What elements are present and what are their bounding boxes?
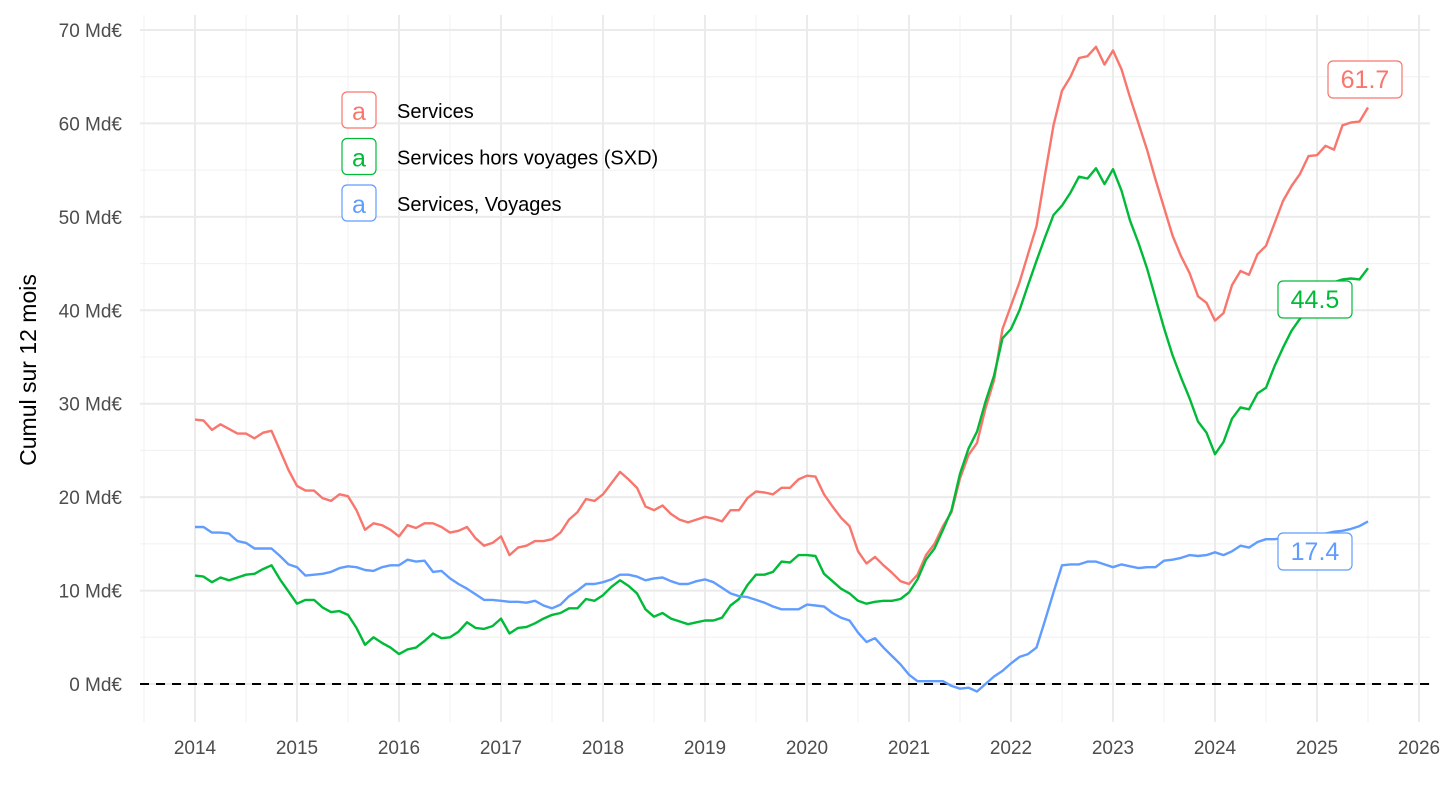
x-axis-ticks: 2014 2015 2016 2017 2018 2019 2020 2021 2022 2023… [174,738,1440,759]
end-label: 61.7 [1341,66,1390,94]
x-tick-label: 2016 [378,738,420,759]
x-tick-label: 2020 [786,738,828,759]
x-tick-label: 2015 [276,738,318,759]
x-tick-label: 2014 [174,738,217,759]
series-line-0 [194,45,1370,586]
end-labels: 61.7 44.5 17.4 [1277,60,1403,571]
series-lines [194,45,1370,693]
x-tick-label: 2026 [1398,738,1440,759]
legend-label: Services, Voyages [397,194,562,216]
end-label-box [1277,532,1353,571]
legend-key-glyph: a [352,145,366,173]
legend-key-glyph: a [352,191,366,219]
y-tick-label: 40 Md€ [59,301,123,322]
series-line-1 [194,167,1369,656]
legend-key-box [341,184,377,222]
x-tick-label: 2025 [1296,738,1338,759]
y-tick-label: 20 Md€ [59,488,123,509]
legend: a Services a Services hors voyages (SXD) a Se… [341,91,658,222]
y-tick-label: 50 Md€ [59,208,123,229]
legend-key-box [341,137,377,176]
x-tick-label: 2024 [1194,738,1237,759]
legend-key-glyph: a [352,98,366,126]
series-line-2 [195,520,1369,693]
legend-label: Services hors voyages (SXD) [397,148,658,170]
x-tick-label: 2021 [888,738,930,759]
x-tick-label: 2019 [684,738,726,759]
grid-lines [140,15,1430,722]
x-tick-label: 2023 [1092,738,1134,759]
legend-label: Services [397,101,474,123]
y-axis-ticks: 0 Md€ 10 Md€ 20 Md€ 30 Md€ 40 Md€ 50 Md€ 60 Md… [59,21,123,696]
y-tick-label: 0 Md€ [69,675,122,696]
x-tick-label: 2017 [480,738,522,759]
y-tick-label: 60 Md€ [59,114,123,135]
y-axis-title: Cumul sur 12 mois [15,274,41,466]
x-tick-label: 2018 [582,738,624,759]
y-tick-label: 10 Md€ [59,582,123,603]
y-tick-label: 70 Md€ [59,21,123,42]
y-tick-label: 30 Md€ [59,395,123,416]
x-tick-label: 2022 [990,738,1032,759]
legend-key-box [341,91,377,129]
end-label: 44.5 [1291,286,1340,314]
end-label-box [1277,280,1353,319]
end-label: 17.4 [1291,538,1340,566]
end-label-box [1327,60,1403,99]
